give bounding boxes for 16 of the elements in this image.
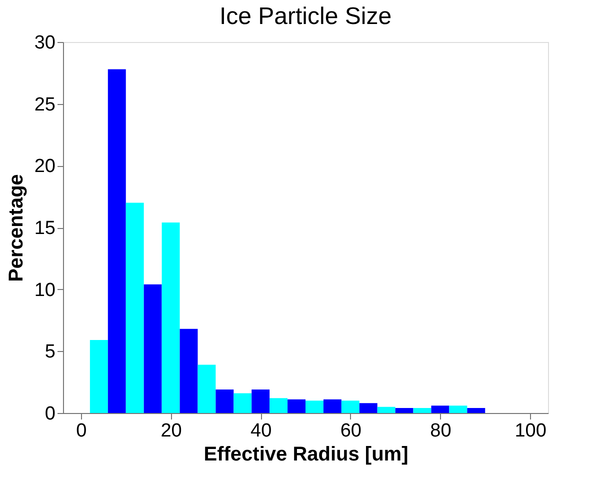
y-tick-label: 20	[34, 156, 56, 178]
y-tick-label: 15	[34, 218, 56, 239]
y-axis-title: Percentage	[5, 174, 28, 282]
y-tick-label: 25	[34, 94, 56, 116]
x-tick-label: 20	[160, 420, 182, 442]
x-tick-label: 60	[340, 420, 362, 442]
y-tick-label: 0	[44, 404, 56, 424]
chart-title: Ice Particle Size	[219, 3, 392, 30]
x-tick-label: 0	[76, 420, 87, 442]
x-tick-label: 100	[514, 420, 546, 442]
x-tick-label: 40	[250, 420, 272, 442]
y-tick-label: 5	[44, 342, 56, 363]
x-tick-label: 80	[430, 420, 452, 442]
y-tick-label: 30	[34, 32, 56, 54]
y-tick-label: 10	[34, 280, 56, 301]
x-axis-title: Effective Radius [um]	[204, 444, 408, 466]
